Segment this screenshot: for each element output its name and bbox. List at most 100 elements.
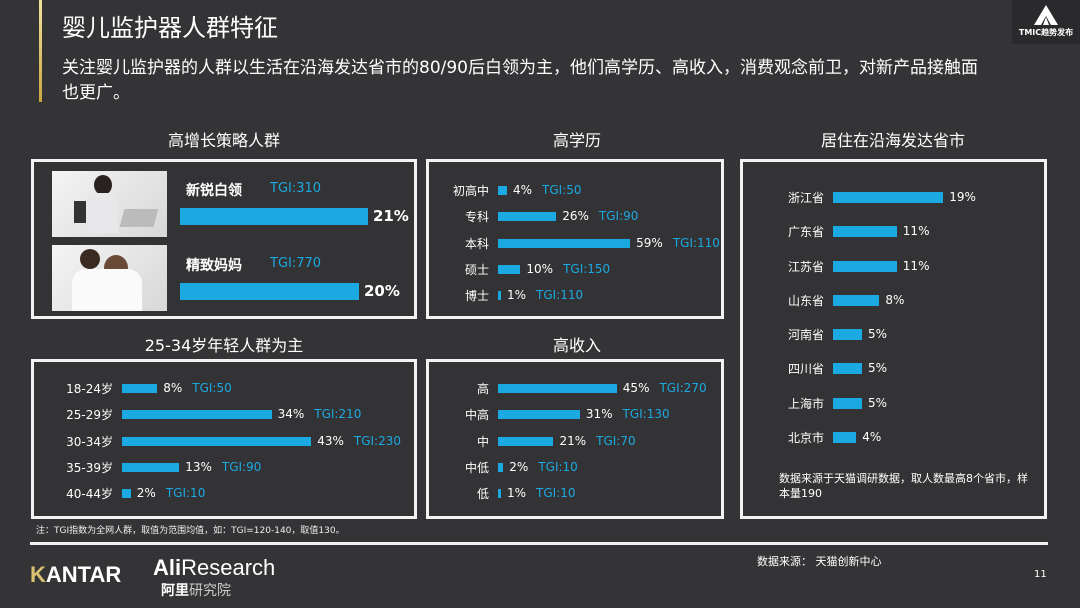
region-bar [833,225,897,237]
region-label: 浙江省 [787,190,824,205]
region-row: 北京市 4% [788,429,881,445]
age-row: 35-39岁 13% TGI:90 [66,459,261,475]
income-row: 中低 2% TGI:10 [465,459,578,475]
income-row: 低 1% TGI:10 [477,485,576,501]
age-label: 35-39岁 [66,460,113,475]
region-label: 四川省 [787,361,824,376]
region-label: 江苏省 [787,259,824,274]
region-value: 8% [885,293,905,307]
income-value: 45% [622,381,650,395]
income-label: 高 [476,381,489,396]
region-row: 江苏省 11% [788,258,930,274]
region-value: 11% [902,224,930,238]
region-bar [833,431,857,443]
region-value: 11% [902,259,930,273]
region-row: 四川省 5% [788,360,888,376]
education-tgi: TGI:150 [563,262,611,276]
tmic-arrow-icon [1034,5,1058,25]
segment-bar [180,283,359,300]
age-label: 30-34岁 [66,434,113,449]
education-bar [498,185,507,195]
income-row: 高 45% TGI:270 [477,380,707,396]
age-bar [122,488,131,498]
age-tgi: TGI:230 [353,434,401,448]
income-value: 2% [509,460,529,474]
income-bar [498,409,580,419]
age-row: 18-24岁 8% TGI:50 [66,380,232,396]
age-title: 25-34岁年轻人群为主 [144,336,304,355]
age-row: 25-29岁 34% TGI:210 [66,406,362,422]
page-number: 11 [1034,569,1047,580]
education-label: 本科 [464,236,489,251]
tmic-logo-text: TMIC趋势发布 [1018,28,1074,37]
education-tgi: TGI:50 [542,183,582,197]
age-bar [122,383,158,393]
income-tgi: TGI:70 [596,434,636,448]
age-panel: 18-24岁 8% TGI:50 25-29岁 34% TGI:210 30-34岁 43% T… [31,359,417,519]
age-bar [122,462,180,472]
region-title: 居住在沿海发达省市 [820,131,966,150]
income-label: 低 [476,486,489,501]
income-tgi: TGI:130 [622,407,670,421]
income-row: 中高 31% TGI:130 [465,406,670,422]
segment-tgi: TGI:770 [270,256,322,271]
age-value: 8% [163,381,183,395]
income-bar [498,488,501,498]
accent-line [39,0,42,102]
income-row: 中 21% TGI:70 [477,433,636,449]
education-bar [498,238,631,248]
income-bar [498,383,617,393]
income-label: 中高 [464,407,489,422]
tmic-logo: TMIC趋势发布 [1012,0,1080,44]
education-label: 初高中 [452,183,489,198]
footnote: 注：TGI指数为全网人群，取值为范围均值，如：TGI=120-140，取值130… [36,526,345,536]
region-value: 5% [868,327,888,341]
segment-name: 精致妈妈 [186,258,242,274]
income-label: 中 [476,434,489,449]
education-panel: 初高中 4% TGI:50 专科 26% TGI:90 本科 59% TGI:110 硕士 10% T… [426,159,724,319]
page-title: 婴儿监护器人群特征 [62,14,278,42]
income-title: 高收入 [552,336,602,355]
income-value: 1% [507,486,527,500]
age-tgi: TGI:50 [192,381,232,395]
region-bar [833,294,880,306]
segments-title: 高增长策略人群 [167,131,281,150]
education-row: 初高中 4% TGI:50 [453,182,582,198]
region-bar [833,328,862,340]
region-panel: 数据来源于天猫调研数据，取人数最高8个省市，样本量190 浙江省 19% 广东省 11… [740,159,1047,519]
region-value: 5% [868,361,888,375]
age-label: 25-29岁 [66,407,113,422]
region-row: 广东省 11% [788,223,930,239]
region-bar [833,191,944,203]
segments-panel: 新锐白领 TGI:310 21% 精致妈妈 TGI:770 20% [31,159,417,319]
page-subtitle: 关注婴儿监护器的人群以生活在沿海发达省市的80/90后白领为主，他们高学历、高收… [62,58,978,103]
region-bar [833,397,862,409]
age-value: 43% [317,434,344,448]
education-value: 10% [526,262,554,276]
income-value: 31% [585,407,613,421]
education-title: 高学历 [552,131,602,150]
mom-child-photo [52,245,167,311]
age-value: 34% [277,407,305,421]
age-tgi: TGI:10 [165,486,206,500]
region-value: 19% [949,190,976,204]
white-collar-photo [52,171,167,237]
region-label: 广东省 [787,224,824,239]
age-bar [122,409,272,419]
region-label: 山东省 [787,293,824,308]
region-label: 北京市 [787,430,824,445]
age-label: 18-24岁 [66,381,113,396]
age-tgi: TGI:210 [314,407,362,421]
region-label: 河南省 [787,327,824,342]
education-label: 硕士 [464,262,489,277]
education-tgi: TGI:110 [672,236,720,250]
education-label: 专科 [464,209,489,224]
region-row: 山东省 8% [788,292,905,308]
income-bar [498,462,504,472]
education-label: 博士 [464,288,489,303]
region-row: 浙江省 19% [788,189,976,205]
income-label: 中低 [464,460,489,475]
education-row: 博士 1% TGI:110 [465,287,583,303]
region-row: 河南省 5% [788,326,888,342]
education-bar [498,211,557,221]
